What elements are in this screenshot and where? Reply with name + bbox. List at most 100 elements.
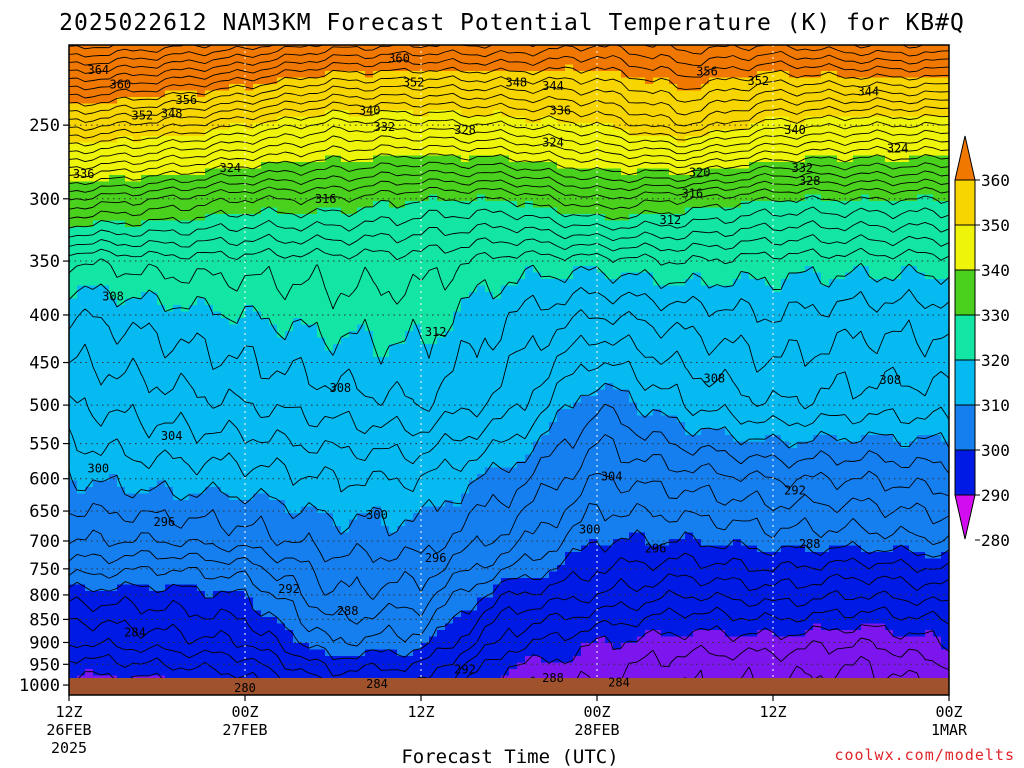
field-cell bbox=[365, 194, 374, 202]
field-cell bbox=[373, 214, 382, 222]
field-cell bbox=[813, 246, 822, 254]
field-cell bbox=[365, 240, 374, 248]
field-cell bbox=[677, 292, 686, 300]
field-cell bbox=[741, 136, 750, 144]
field-cell bbox=[365, 324, 374, 332]
field-cell bbox=[237, 84, 246, 92]
field-cell bbox=[189, 116, 198, 124]
field-cell bbox=[277, 298, 286, 306]
field-cell bbox=[461, 168, 470, 176]
field-cell bbox=[853, 168, 862, 176]
field-cell bbox=[253, 181, 262, 189]
field-cell bbox=[637, 201, 646, 209]
field-cell bbox=[829, 220, 838, 228]
field-cell bbox=[645, 324, 654, 332]
field-cell bbox=[125, 285, 134, 293]
field-cell bbox=[445, 279, 454, 287]
field-cell bbox=[829, 175, 838, 183]
field-cell bbox=[669, 266, 678, 274]
field-cell bbox=[525, 155, 534, 163]
field-cell bbox=[85, 311, 94, 319]
field-cell bbox=[917, 305, 926, 313]
field-cell bbox=[757, 97, 766, 105]
field-cell bbox=[557, 305, 566, 313]
field-cell bbox=[533, 285, 542, 293]
field-cell bbox=[685, 259, 694, 267]
field-cell bbox=[845, 331, 854, 339]
field-cell bbox=[613, 45, 622, 53]
field-cell bbox=[509, 77, 518, 85]
field-cell bbox=[309, 259, 318, 267]
field-cell bbox=[173, 194, 182, 202]
field-cell bbox=[781, 162, 790, 170]
field-cell bbox=[373, 129, 382, 137]
field-cell bbox=[805, 331, 814, 339]
field-cell bbox=[261, 90, 270, 98]
field-cell bbox=[853, 311, 862, 319]
field-cell bbox=[469, 181, 478, 189]
field-cell bbox=[893, 58, 902, 66]
field-cell bbox=[117, 227, 126, 235]
field-cell bbox=[509, 129, 518, 137]
field-cell bbox=[69, 259, 78, 267]
field-cell bbox=[693, 142, 702, 150]
field-cell bbox=[157, 162, 166, 170]
field-cell bbox=[549, 220, 558, 228]
field-cell bbox=[637, 214, 646, 222]
field-cell bbox=[757, 279, 766, 287]
field-cell bbox=[101, 51, 110, 59]
field-cell bbox=[661, 175, 670, 183]
field-cell bbox=[261, 318, 270, 326]
field-cell bbox=[421, 71, 430, 79]
field-cell bbox=[941, 207, 949, 215]
field-cell bbox=[901, 324, 910, 332]
field-cell bbox=[885, 142, 894, 150]
field-cell bbox=[581, 58, 590, 66]
field-cell bbox=[501, 214, 510, 222]
field-cell bbox=[693, 181, 702, 189]
field-cell bbox=[685, 240, 694, 248]
field-cell bbox=[117, 84, 126, 92]
field-cell bbox=[445, 207, 454, 215]
field-cell bbox=[77, 305, 86, 313]
field-cell bbox=[661, 168, 670, 176]
field-cell bbox=[101, 162, 110, 170]
field-cell bbox=[389, 318, 398, 326]
field-cell bbox=[629, 305, 638, 313]
field-cell bbox=[189, 318, 198, 326]
field-cell bbox=[157, 90, 166, 98]
field-cell bbox=[405, 266, 414, 274]
field-cell bbox=[789, 103, 798, 111]
field-cell bbox=[589, 259, 598, 267]
field-cell bbox=[925, 175, 934, 183]
field-cell bbox=[861, 227, 870, 235]
field-cell bbox=[717, 45, 726, 53]
field-cell bbox=[741, 253, 750, 261]
field-cell bbox=[589, 253, 598, 261]
field-cell bbox=[221, 58, 230, 66]
field-cell bbox=[605, 110, 614, 118]
field-cell bbox=[109, 220, 118, 228]
field-cell bbox=[565, 240, 574, 248]
field-cell bbox=[837, 285, 846, 293]
field-cell bbox=[165, 201, 174, 209]
field-cell bbox=[733, 311, 742, 319]
field-cell bbox=[253, 233, 262, 241]
field-cell bbox=[749, 194, 758, 202]
field-cell bbox=[85, 220, 94, 228]
field-cell bbox=[861, 207, 870, 215]
field-cell bbox=[549, 90, 558, 98]
field-cell bbox=[901, 279, 910, 287]
field-cell bbox=[709, 259, 718, 267]
field-cell bbox=[85, 155, 94, 163]
field-cell bbox=[861, 77, 870, 85]
field-cell bbox=[517, 207, 526, 215]
field-cell bbox=[181, 116, 190, 124]
field-cell bbox=[133, 214, 142, 222]
field-cell bbox=[589, 168, 598, 176]
field-cell bbox=[429, 331, 438, 339]
field-cell bbox=[829, 116, 838, 124]
field-cell bbox=[469, 233, 478, 241]
field-cell bbox=[805, 51, 814, 59]
field-cell bbox=[437, 298, 446, 306]
